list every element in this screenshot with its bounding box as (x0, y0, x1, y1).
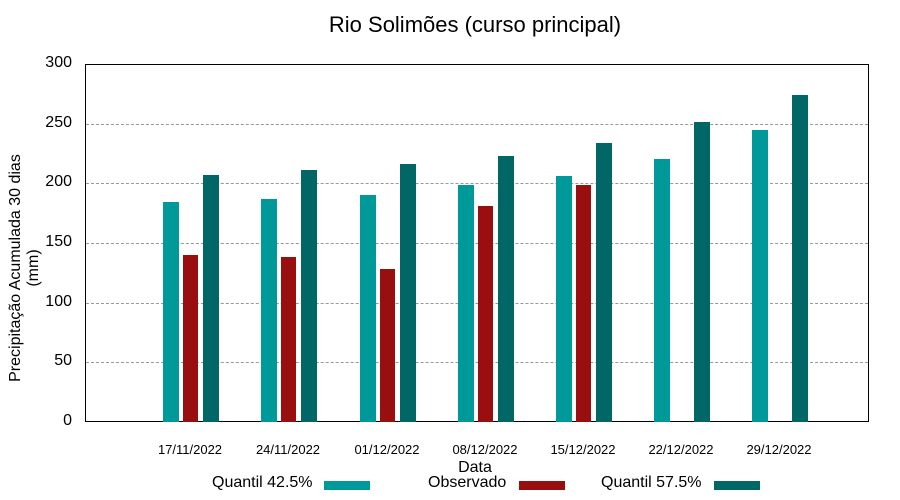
y-tick-label: 100 (45, 292, 72, 310)
x-tick-label: 24/11/2022 (255, 442, 321, 457)
legend-label: Quantil 57.5% (601, 474, 702, 491)
bar (281, 257, 296, 422)
bar (203, 174, 219, 422)
y-tick-label: 150 (45, 233, 72, 250)
legend-swatch (324, 481, 370, 490)
bar (458, 184, 474, 422)
legend-swatch (714, 481, 760, 490)
gridline (86, 183, 868, 185)
y-tick-label: 250 (45, 113, 72, 131)
legend-swatch (519, 481, 565, 490)
bar (163, 202, 179, 422)
x-axis-label: Data (458, 459, 492, 476)
chart-title: Rio Solimões (curso principal) (328, 12, 622, 37)
bar (400, 164, 416, 422)
y-tick-label: 200 (45, 173, 72, 191)
bar (752, 129, 768, 422)
bar (792, 95, 808, 422)
bar (694, 122, 710, 422)
bar (380, 269, 395, 422)
gridline (86, 302, 868, 304)
plot-area (85, 64, 869, 422)
x-tick-label: 17/11/2022 (157, 442, 223, 457)
x-tick-label: 22/12/2022 (648, 442, 714, 457)
bar (183, 254, 198, 422)
bar (654, 159, 670, 422)
bar (498, 155, 514, 422)
gridline (86, 243, 868, 244)
gridline (86, 362, 868, 364)
bar (596, 142, 612, 422)
bar (360, 195, 376, 422)
bar (301, 170, 317, 422)
bar (261, 198, 277, 422)
x-tick-label: 01/12/2022 (354, 442, 420, 457)
gridline (86, 123, 868, 125)
legend-label: Quantil 42.5% (212, 474, 313, 491)
x-tick-label: 29/12/2022 (746, 442, 812, 457)
y-tick-label: 300 (45, 54, 72, 71)
legend-label: Observado (428, 474, 507, 491)
bar (576, 184, 591, 422)
x-tick-label: 15/12/2022 (550, 442, 616, 457)
y-tick-label: 0 (63, 412, 72, 429)
bar (556, 176, 572, 422)
y-tick-label: 50 (54, 352, 72, 370)
bar (478, 206, 493, 422)
x-tick-label: 08/12/2022 (452, 442, 518, 457)
